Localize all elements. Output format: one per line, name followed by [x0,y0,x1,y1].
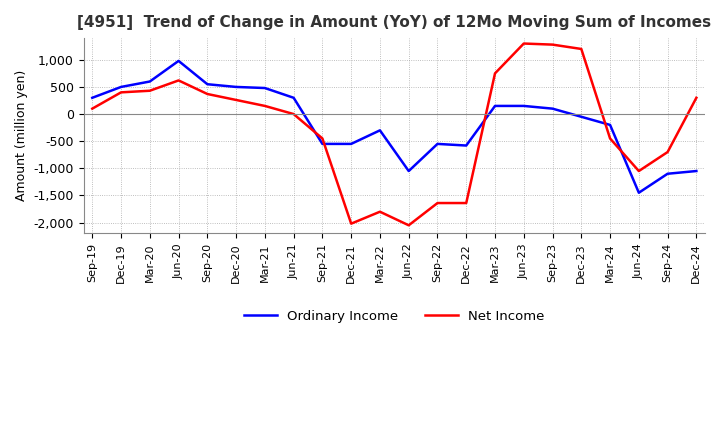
Line: Net Income: Net Income [92,44,696,225]
Net Income [347,221,356,226]
Net Income [692,95,701,100]
Ordinary Income [145,79,154,84]
Net Income [606,136,614,141]
Ordinary Income [289,95,298,100]
Net Income [88,106,96,111]
Net Income [405,223,413,228]
Ordinary Income [577,114,585,119]
Ordinary Income [88,95,96,100]
Net Income [203,92,212,97]
Net Income [634,169,643,174]
Net Income [519,41,528,46]
Net Income [548,42,557,47]
Net Income [117,90,125,95]
Ordinary Income [462,143,471,148]
Net Income [261,103,269,109]
Net Income [318,136,327,141]
Net Income [491,71,500,76]
Net Income [663,150,672,155]
Ordinary Income [663,171,672,176]
Legend: Ordinary Income, Net Income: Ordinary Income, Net Income [238,305,550,328]
Ordinary Income [548,106,557,111]
Net Income [289,111,298,117]
Title: [4951]  Trend of Change in Amount (YoY) of 12Mo Moving Sum of Incomes: [4951] Trend of Change in Amount (YoY) o… [77,15,711,30]
Ordinary Income [634,190,643,195]
Net Income [376,209,384,214]
Net Income [232,97,240,103]
Net Income [577,46,585,51]
Ordinary Income [433,141,442,147]
Ordinary Income [491,103,500,109]
Net Income [462,200,471,205]
Ordinary Income [347,141,356,147]
Ordinary Income [117,84,125,90]
Ordinary Income [519,103,528,109]
Ordinary Income [203,81,212,87]
Net Income [174,78,183,83]
Ordinary Income [174,58,183,63]
Line: Ordinary Income: Ordinary Income [92,61,696,193]
Ordinary Income [376,128,384,133]
Net Income [433,200,442,205]
Ordinary Income [232,84,240,90]
Y-axis label: Amount (million yen): Amount (million yen) [15,70,28,202]
Ordinary Income [405,169,413,174]
Net Income [145,88,154,93]
Ordinary Income [261,85,269,91]
Ordinary Income [692,169,701,174]
Ordinary Income [606,122,614,128]
Ordinary Income [318,141,327,147]
